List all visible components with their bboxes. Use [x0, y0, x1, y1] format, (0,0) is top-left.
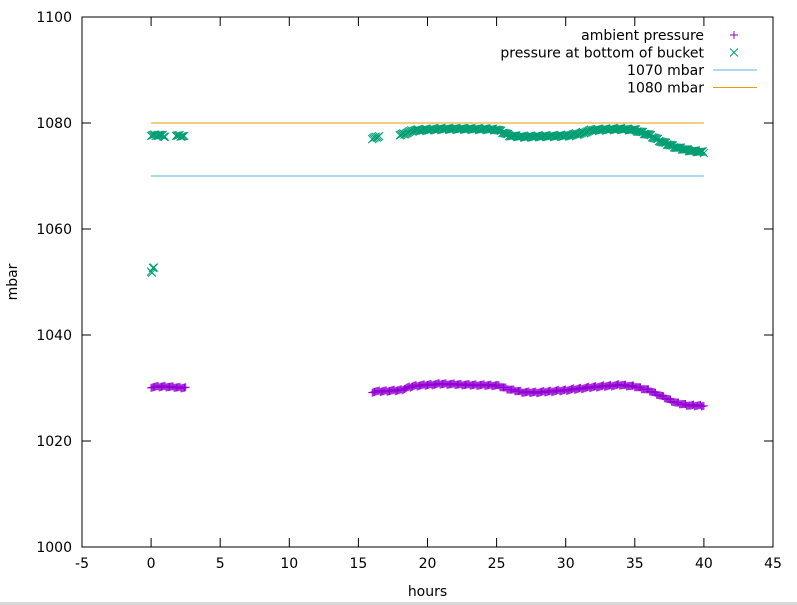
x-tick-label: 10: [280, 556, 298, 572]
x-tick-label: 30: [557, 556, 575, 572]
x-axis-label: hours: [408, 584, 447, 600]
data-point: [673, 143, 682, 153]
legend-label: 1080 mbar: [627, 81, 704, 97]
data-point: [493, 125, 503, 135]
y-tick-label: 1080: [36, 116, 72, 132]
data-point: [178, 131, 188, 141]
series-0: [147, 379, 708, 411]
legend-swatch: [730, 31, 738, 39]
y-tick-label: 1100: [36, 10, 72, 26]
data-point: [643, 129, 652, 139]
data-point: [494, 125, 504, 135]
data-point: [176, 132, 186, 142]
y-tick-label: 1020: [36, 434, 72, 450]
x-tick-label: 40: [695, 556, 713, 572]
data-point: [500, 128, 510, 138]
data-point: [159, 132, 169, 142]
plot-frame: [81, 16, 774, 548]
x-tick-label: -5: [75, 556, 89, 572]
data-point: [177, 132, 187, 141]
data-point: [154, 130, 164, 140]
x-tick-label: 45: [764, 556, 782, 572]
x-tick-label: 25: [488, 556, 506, 572]
x-tick-label: 5: [216, 556, 225, 572]
data-point: [664, 140, 674, 150]
data-point: [658, 137, 667, 147]
y-tick-label: 1000: [36, 540, 72, 556]
data-point: [699, 148, 709, 158]
data-point: [628, 125, 637, 135]
legend-swatch: [729, 48, 739, 57]
legend-label: 1070 mbar: [627, 63, 704, 79]
data-point: [160, 132, 170, 142]
data-point: [679, 145, 689, 154]
x-tick-label: 35: [626, 556, 644, 572]
data-point: [635, 127, 644, 137]
window-bottom-bar: [0, 602, 797, 605]
data-point: [697, 147, 706, 156]
data-point: [149, 263, 159, 272]
data-point: [179, 131, 189, 141]
x-tick-label: 20: [419, 556, 437, 572]
data-point: [650, 133, 659, 143]
legend-label: pressure at bottom of bucket: [500, 46, 704, 62]
x-tick-label: 0: [147, 556, 156, 572]
y-axis-label: mbar: [5, 263, 21, 300]
x-tick-label: 15: [349, 556, 367, 572]
data-point: [699, 401, 708, 410]
series-1: [146, 123, 709, 278]
y-tick-label: 1060: [36, 222, 72, 238]
y-tick-label: 1040: [36, 328, 72, 344]
data-point: [181, 383, 190, 392]
legend: ambient pressure pressure at bottom of bu…: [500, 28, 757, 97]
legend-label: ambient pressure: [581, 28, 704, 44]
data-point: [501, 129, 511, 138]
data-point: [374, 131, 384, 141]
